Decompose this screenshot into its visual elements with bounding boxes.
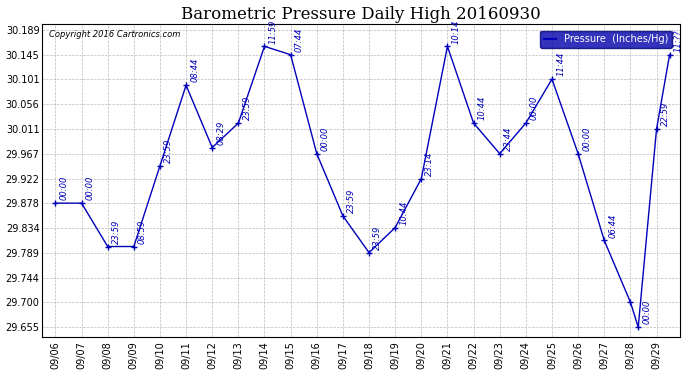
Text: 00:00: 00:00 <box>642 300 651 324</box>
Text: 10:44: 10:44 <box>400 201 408 225</box>
Text: 23:59: 23:59 <box>373 225 382 250</box>
Legend: Pressure  (Inches/Hg): Pressure (Inches/Hg) <box>540 30 672 48</box>
Text: 23:59: 23:59 <box>164 139 173 163</box>
Text: 23:59: 23:59 <box>347 189 356 213</box>
Text: 23:44: 23:44 <box>504 126 513 151</box>
Text: 11:??: 11:?? <box>673 29 683 52</box>
Text: 00:00: 00:00 <box>59 176 68 200</box>
Text: 10:44: 10:44 <box>477 96 486 120</box>
Text: 11:59: 11:59 <box>268 19 277 44</box>
Text: Copyright 2016 Cartronics.com: Copyright 2016 Cartronics.com <box>49 30 180 39</box>
Text: 23:14: 23:14 <box>426 152 435 176</box>
Text: 06:44: 06:44 <box>609 213 618 238</box>
Text: 23:59: 23:59 <box>112 219 121 244</box>
Title: Barometric Pressure Daily High 20160930: Barometric Pressure Daily High 20160930 <box>181 6 541 22</box>
Text: 08:29: 08:29 <box>217 120 226 145</box>
Text: 00:00: 00:00 <box>582 126 591 151</box>
Text: 00:00: 00:00 <box>530 96 539 120</box>
Text: 07:44: 07:44 <box>295 27 304 52</box>
Text: 23:59: 23:59 <box>242 96 252 120</box>
Text: 08:59: 08:59 <box>138 219 147 244</box>
Text: 10:14: 10:14 <box>451 19 461 44</box>
Text: 00:00: 00:00 <box>86 176 95 200</box>
Text: 11:44: 11:44 <box>556 52 565 76</box>
Text: 22:59: 22:59 <box>661 102 670 126</box>
Text: 00:00: 00:00 <box>321 126 330 151</box>
Text: 08:44: 08:44 <box>190 58 199 82</box>
